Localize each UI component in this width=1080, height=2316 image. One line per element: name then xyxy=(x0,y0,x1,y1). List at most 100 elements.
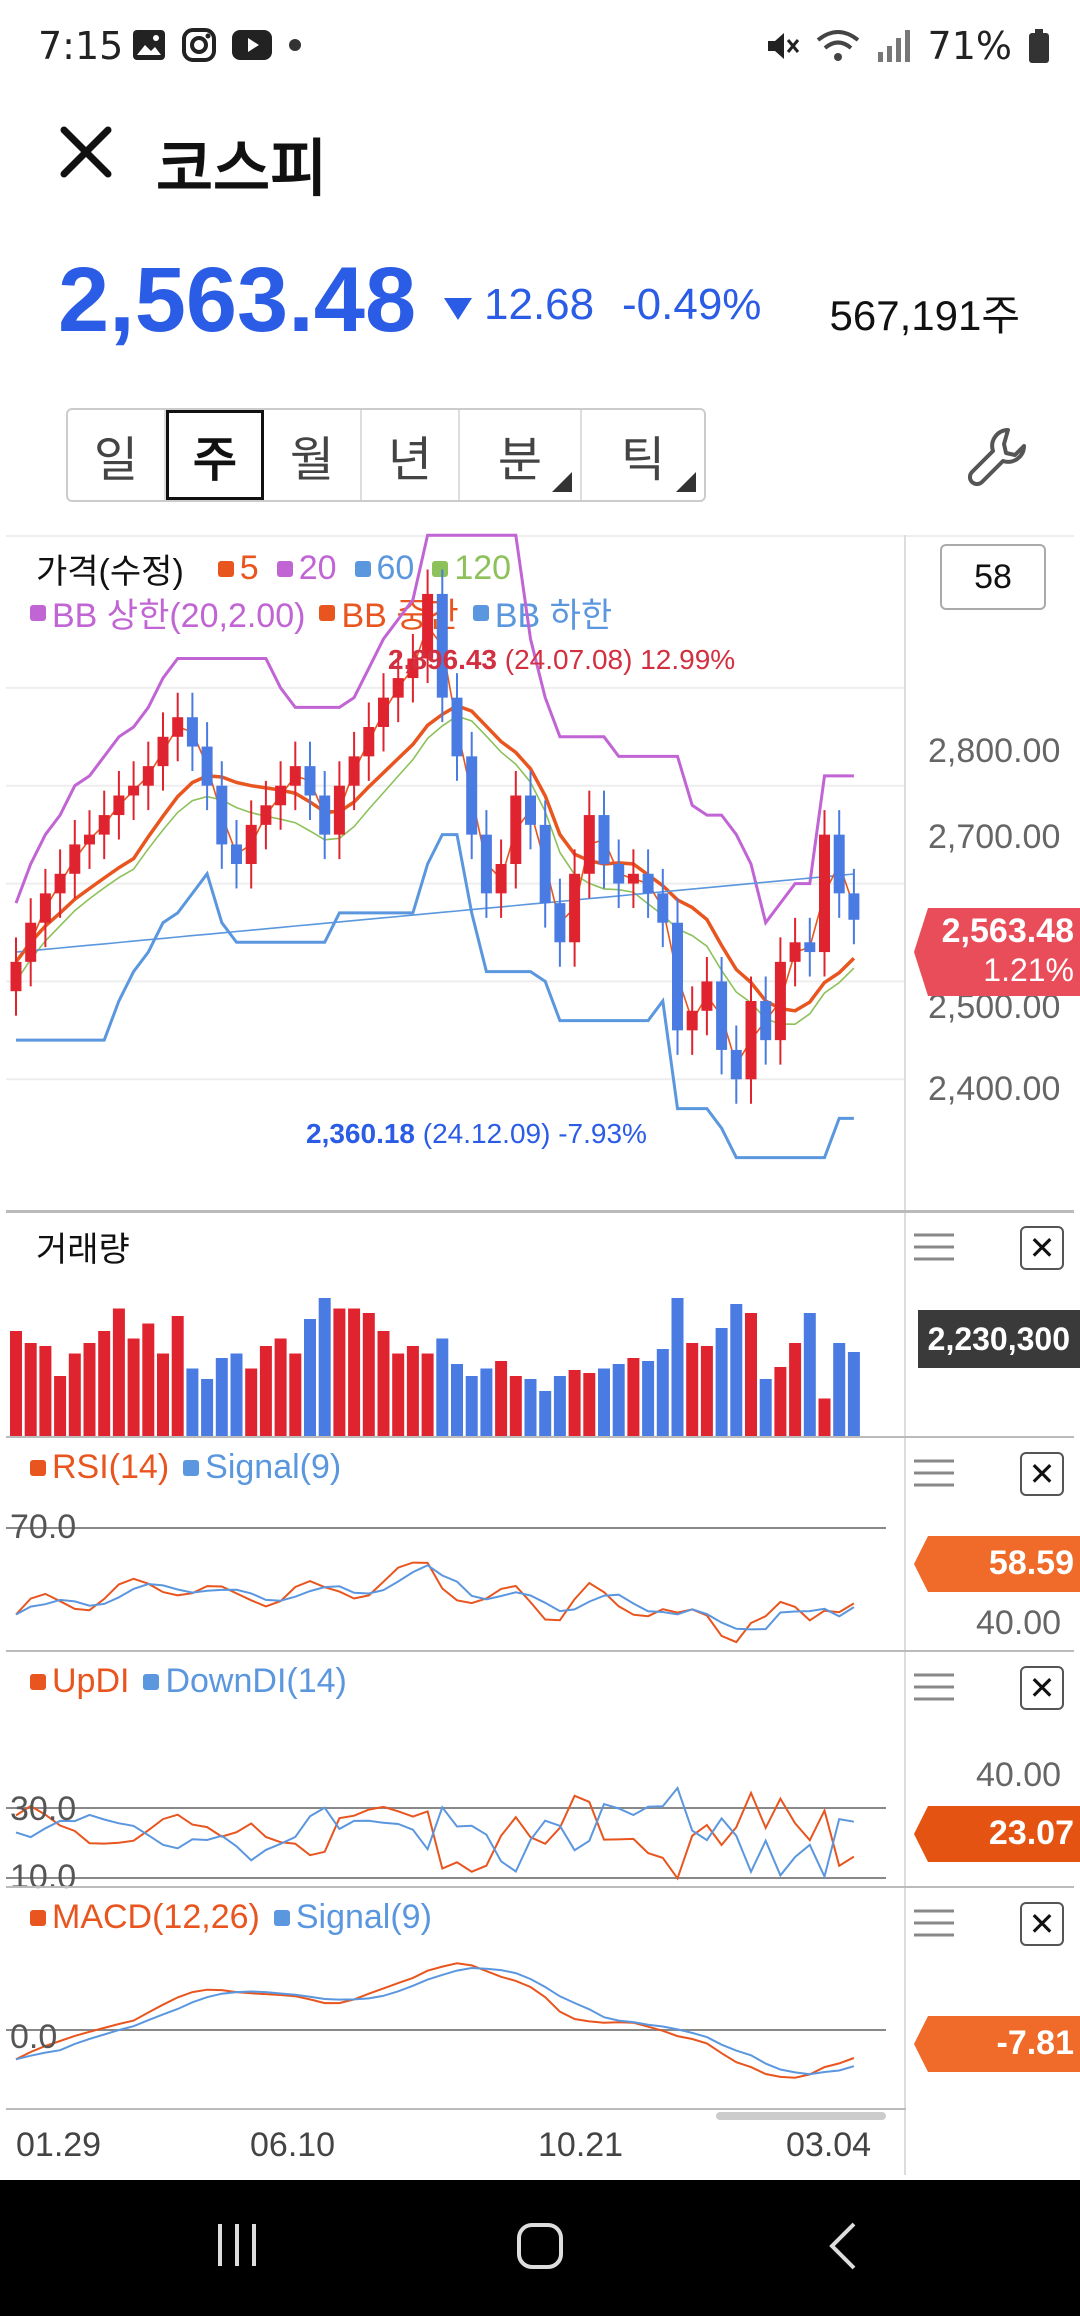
current-price: 2,563.48 xyxy=(58,249,417,351)
tab-period[interactable]: 주 xyxy=(166,410,264,500)
bb-middle-line xyxy=(14,703,856,1013)
candle-body xyxy=(495,864,507,894)
candle-body xyxy=(480,834,492,894)
volume-bar xyxy=(392,1353,405,1436)
legend-swatch xyxy=(273,1909,290,1926)
legend-item[interactable]: 120 xyxy=(432,549,511,588)
recent-apps-icon[interactable] xyxy=(214,2220,260,2270)
menu-icon[interactable] xyxy=(912,1458,956,1488)
volume-bar xyxy=(833,1343,846,1436)
volume-bar xyxy=(362,1313,375,1436)
volume-bar xyxy=(186,1368,199,1436)
back-icon[interactable] xyxy=(826,2220,858,2272)
price-legend-row1: 가격(수정) 5 20 60 120 xyxy=(36,544,511,593)
candle-body xyxy=(525,795,536,825)
wifi-icon xyxy=(816,30,859,61)
x-axis-line xyxy=(6,2108,906,2110)
tab-period[interactable]: 월 xyxy=(264,410,362,500)
menu-icon[interactable] xyxy=(912,1672,956,1702)
volume-bar xyxy=(642,1361,655,1436)
legend-item[interactable]: 60 xyxy=(354,549,414,588)
volume-bar xyxy=(10,1331,22,1436)
candle-body xyxy=(157,736,169,767)
legend-item[interactable]: DownDI(14) xyxy=(143,1662,347,1701)
dropdown-corner-icon xyxy=(676,472,696,492)
chart-area[interactable] xyxy=(6,535,1074,2177)
close-panel-button[interactable]: ✕ xyxy=(1020,1666,1064,1710)
candle-body xyxy=(730,1049,742,1080)
candle-body xyxy=(348,756,360,786)
y-tick: 2,800.00 xyxy=(928,732,1061,770)
volume-bar xyxy=(568,1370,581,1436)
legend-swatch xyxy=(30,604,46,621)
candle-body xyxy=(510,795,522,864)
legend-item[interactable]: Signal(9) xyxy=(183,1448,341,1487)
legend-label: MACD(12,26) xyxy=(52,1898,260,1936)
candle-body xyxy=(701,981,713,1011)
price-change: 12.68 xyxy=(484,280,595,329)
legend-item[interactable]: MACD(12,26) xyxy=(30,1898,260,1937)
volume-bar xyxy=(112,1308,125,1436)
macd-chart[interactable] xyxy=(0,1950,900,2110)
legend-swatch xyxy=(217,560,234,577)
high-detail: (24.07.08) 12.99% xyxy=(504,644,736,675)
legend-item[interactable]: BB 상한(20,2.00) xyxy=(30,588,305,637)
rsi-badge-value: 58.59 xyxy=(988,1544,1074,1582)
legend-item[interactable]: UpDI xyxy=(30,1662,129,1701)
tab-period[interactable]: 틱 xyxy=(582,410,704,500)
volume-bar xyxy=(377,1331,390,1436)
menu-icon[interactable] xyxy=(912,1232,956,1262)
candle-body xyxy=(304,766,316,796)
legend-item[interactable]: Signal(9) xyxy=(273,1898,432,1937)
price-chart[interactable] xyxy=(0,530,1080,1210)
menu-icon[interactable] xyxy=(912,1908,956,1938)
close-icon[interactable] xyxy=(56,122,116,182)
candle-body xyxy=(848,893,860,920)
candle-body xyxy=(39,893,51,923)
legend-item[interactable]: BB 하한 xyxy=(472,588,612,637)
close-panel-button[interactable]: ✕ xyxy=(1020,1902,1064,1946)
close-panel-button[interactable]: ✕ xyxy=(1020,1452,1064,1496)
candle-body xyxy=(84,834,95,845)
dmi-chart[interactable] xyxy=(0,1710,900,1886)
candle-body xyxy=(819,834,830,953)
legend-label: Signal(9) xyxy=(295,1898,432,1936)
volume-bar xyxy=(759,1379,772,1436)
volume-bar xyxy=(847,1352,860,1436)
candle-body xyxy=(745,1001,757,1080)
candle-count-box[interactable]: 58 xyxy=(940,544,1046,610)
low-marker: 2,360.18 (24.12.09) -7.93% xyxy=(306,1118,647,1150)
candle-body xyxy=(833,834,845,894)
system-nav-bar xyxy=(0,2180,1080,2316)
volume-bar xyxy=(509,1376,522,1436)
volume-bar xyxy=(553,1376,566,1436)
candle-body xyxy=(716,981,728,1050)
tab-period[interactable]: 분 xyxy=(460,410,582,500)
candle-body xyxy=(275,785,287,806)
wrench-icon[interactable] xyxy=(966,424,1030,488)
volume-bar xyxy=(333,1308,346,1436)
chart-scrollbar[interactable] xyxy=(716,2112,886,2120)
trade-volume: 567,191주 xyxy=(829,292,1020,339)
instagram-icon xyxy=(182,28,216,62)
legend-item[interactable]: RSI(14) xyxy=(30,1448,169,1487)
volume-bar xyxy=(54,1376,67,1436)
legend-item[interactable]: 5 xyxy=(217,549,259,588)
candle-body xyxy=(98,815,110,835)
candle-body xyxy=(186,717,198,747)
candle-body xyxy=(760,1001,772,1041)
candle-body xyxy=(569,873,581,943)
rsi-ref-line-label: 70.0 xyxy=(10,1508,77,1546)
legend-item[interactable]: 20 xyxy=(276,549,337,588)
candle-body xyxy=(554,903,566,943)
home-icon[interactable] xyxy=(516,2222,564,2270)
close-panel-button[interactable]: ✕ xyxy=(1020,1226,1064,1270)
rsi-chart[interactable] xyxy=(0,1500,900,1650)
volume-bar xyxy=(524,1379,537,1436)
high-value: 2,896.43 xyxy=(388,644,497,675)
tab-period[interactable]: 일 xyxy=(68,410,166,500)
low-detail: (24.12.09) -7.93% xyxy=(422,1118,647,1149)
volume-chart[interactable] xyxy=(0,1270,900,1436)
tab-period[interactable]: 년 xyxy=(362,410,460,500)
